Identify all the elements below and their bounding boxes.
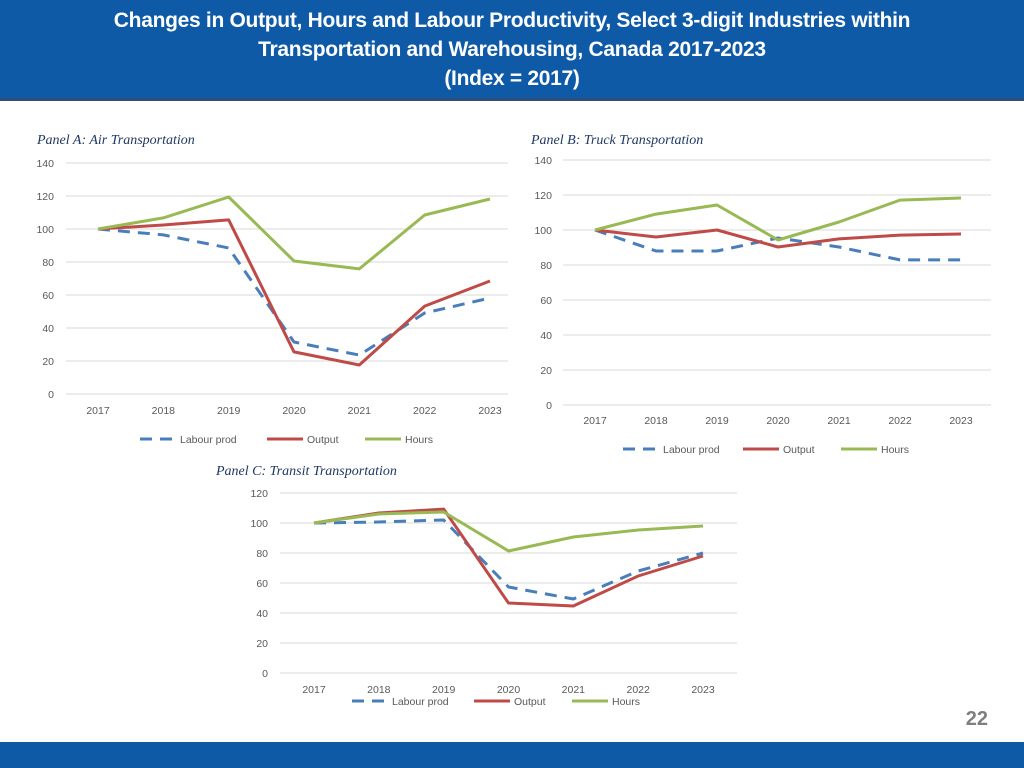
panel-c-y-tick-label: 100 [250, 518, 268, 530]
panel-c-series-hours [313, 510, 704, 553]
panel-c-x-tick-label: 2018 [367, 684, 391, 696]
panel-b-x-tick-label: 2023 [949, 415, 973, 427]
slide-title-line-1: Changes in Output, Hours and Labour Prod… [113, 8, 911, 32]
panel-c-title: Panel C: Transit Transportation [216, 464, 397, 479]
panel-b-y-tick-label: 120 [534, 190, 552, 202]
panel-a-y-tick-label: 120 [36, 191, 54, 203]
panel-c-legend-label: Hours [612, 696, 640, 708]
panel-c-series-labour-prod [313, 518, 704, 601]
panel-a-title: Panel A: Air Transportation [37, 133, 195, 148]
panel-c-series-output [313, 507, 704, 608]
panel-b-x-tick-label: 2022 [888, 415, 912, 427]
panel-b-y-tick-label: 20 [540, 365, 552, 377]
panel-b-x-tick-label: 2018 [644, 415, 668, 427]
panel-c-legend-label: Output [514, 696, 546, 708]
panel-c-x-tick-label: 2023 [691, 684, 715, 696]
panel-c-x-tick-label: 2019 [432, 684, 456, 696]
panel-a-x-tick-label: 2017 [86, 405, 110, 417]
panel-b-y-tick-label: 80 [540, 260, 552, 272]
panel-a-y-tick-label: 40 [42, 323, 54, 335]
panel-c-x-tick-label: 2020 [497, 684, 521, 696]
panel-b-y-tick-label: 140 [534, 155, 552, 167]
panel-a-x-tick-label: 2021 [348, 405, 372, 417]
panel-b-x-tick-label: 2019 [705, 415, 729, 427]
panel-c-legend-label: Labour prod [392, 696, 449, 708]
panel-a-legend-label: Labour prod [180, 434, 237, 446]
slide-title-banner: Changes in Output, Hours and Labour Prod… [0, 0, 1024, 101]
panel-b-title: Panel B: Truck Transportation [531, 133, 704, 148]
panel-a-legend-label: Output [307, 434, 339, 446]
footer-bar [0, 742, 1024, 768]
panel-a-x-tick-label: 2023 [478, 405, 502, 417]
panel-a-x-tick-label: 2019 [217, 405, 241, 417]
panel-b-x-tick-label: 2017 [583, 415, 607, 427]
panel-b-x-tick-label: 2021 [827, 415, 851, 427]
panel-a-y-tick-label: 60 [42, 290, 54, 302]
page-number: 22 [965, 708, 988, 730]
panel-b-y-tick-label: 100 [534, 225, 552, 237]
panel-a-x-tick-label: 2022 [413, 405, 437, 417]
panel-a-y-tick-label: 140 [36, 158, 54, 170]
panel-b-legend-label: Output [783, 444, 815, 456]
panel-a-series-hours [97, 195, 491, 271]
panel-c-y-tick-label: 80 [256, 548, 268, 560]
panel-a-y-tick-label: 80 [42, 257, 54, 269]
panel-a-y-tick-label: 20 [42, 356, 54, 368]
panel-a-x-tick-label: 2018 [152, 405, 176, 417]
panel-b-series-output [594, 228, 962, 249]
panel-c-y-tick-label: 40 [256, 608, 268, 620]
slide-title-line-3: (Index = 2017) [444, 66, 580, 90]
panel-c-y-tick-label: 60 [256, 578, 268, 590]
panel-c-x-tick-label: 2017 [302, 684, 326, 696]
panel-c-x-tick-label: 2022 [626, 684, 650, 696]
panel-b-y-tick-label: 60 [540, 295, 552, 307]
panel-a-y-tick-label: 0 [48, 389, 54, 401]
panel-b-legend-label: Labour prod [663, 444, 720, 456]
panel-a-legend-label: Hours [405, 434, 433, 446]
panel-c-y-tick-label: 0 [262, 668, 268, 680]
panel-b-legend-label: Hours [881, 444, 909, 456]
panel-a-x-tick-label: 2020 [282, 405, 306, 417]
panel-c-y-tick-label: 20 [256, 638, 268, 650]
panel-c-y-tick-label: 120 [250, 488, 268, 500]
panel-b-series-labour-prod [594, 228, 961, 262]
panel-b-y-tick-label: 40 [540, 330, 552, 342]
panel-c-x-tick-label: 2021 [562, 684, 586, 696]
panel-a-y-tick-label: 100 [36, 224, 54, 236]
panel-a-series-output [97, 218, 491, 367]
panel-b-series-hours [594, 196, 962, 242]
panel-a-series-labour-prod [97, 227, 491, 357]
panel-b-x-tick-label: 2020 [766, 415, 790, 427]
panel-b-y-tick-label: 0 [546, 400, 552, 412]
slide-title-line-2: Transportation and Warehousing, Canada 2… [258, 37, 766, 61]
